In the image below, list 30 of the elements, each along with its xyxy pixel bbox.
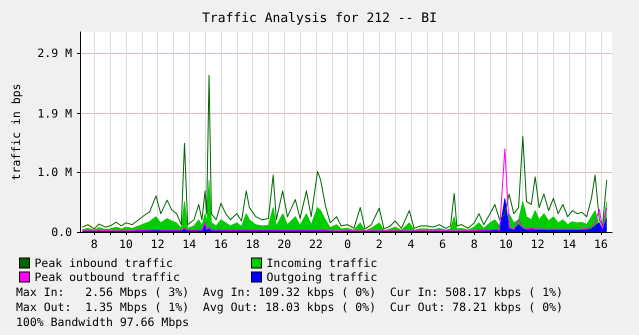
x-tick-label: 2 (376, 237, 383, 251)
x-tick-label: 0 (344, 237, 352, 251)
y-tick-label: 1.0 M (37, 165, 72, 180)
x-tick-label: 10 (498, 237, 513, 251)
x-tick-label: 4 (407, 237, 414, 251)
y-tick-label: 0.0 (51, 225, 72, 239)
x-tick-label: 14 (182, 237, 196, 251)
x-tick-label: 20 (277, 237, 292, 251)
text: 100% Bandwidth 97.66 Mbps (16, 315, 190, 329)
x-tick-label: 10 (118, 237, 133, 251)
x-tick-label: 12 (530, 237, 545, 251)
legend-label: Peak inbound traffic (34, 256, 173, 270)
text: Max Out: 1.35 Mbps ( 1%) Avg Out: 18.03 kbps ( 0%) Cur Out: 78.21 kbps ( 0%) (16, 300, 563, 314)
x-tick-label: 16 (214, 237, 228, 251)
x-tick-label: 8 (90, 237, 98, 251)
x-tick-label: 18 (246, 237, 260, 251)
x-tick-label: 12 (150, 237, 165, 251)
chart-title: Traffic Analysis for 212 -- BI (202, 11, 437, 26)
legend-label: Peak outbound traffic (34, 270, 180, 284)
x-tick-label: 22 (308, 237, 323, 251)
x-tick-label: 14 (562, 237, 576, 251)
x-tick-label: 16 (594, 237, 608, 251)
x-tick-label: 6 (439, 237, 446, 251)
y-tick-label: 1.9 M (37, 106, 72, 120)
y-axis-title: traffic in bps (9, 84, 23, 180)
legend-label: Incoming traffic (266, 256, 378, 270)
x-tick-label: 8 (470, 237, 478, 251)
text: Max In: 2.56 Mbps ( 3%) Avg In: 109.32 kbps ( 0%) Cur In: 508.17 kbps ( 1%) (16, 285, 563, 299)
y-tick-label: 2.9 M (37, 46, 72, 60)
legend-label: Outgoing traffic (266, 270, 378, 284)
